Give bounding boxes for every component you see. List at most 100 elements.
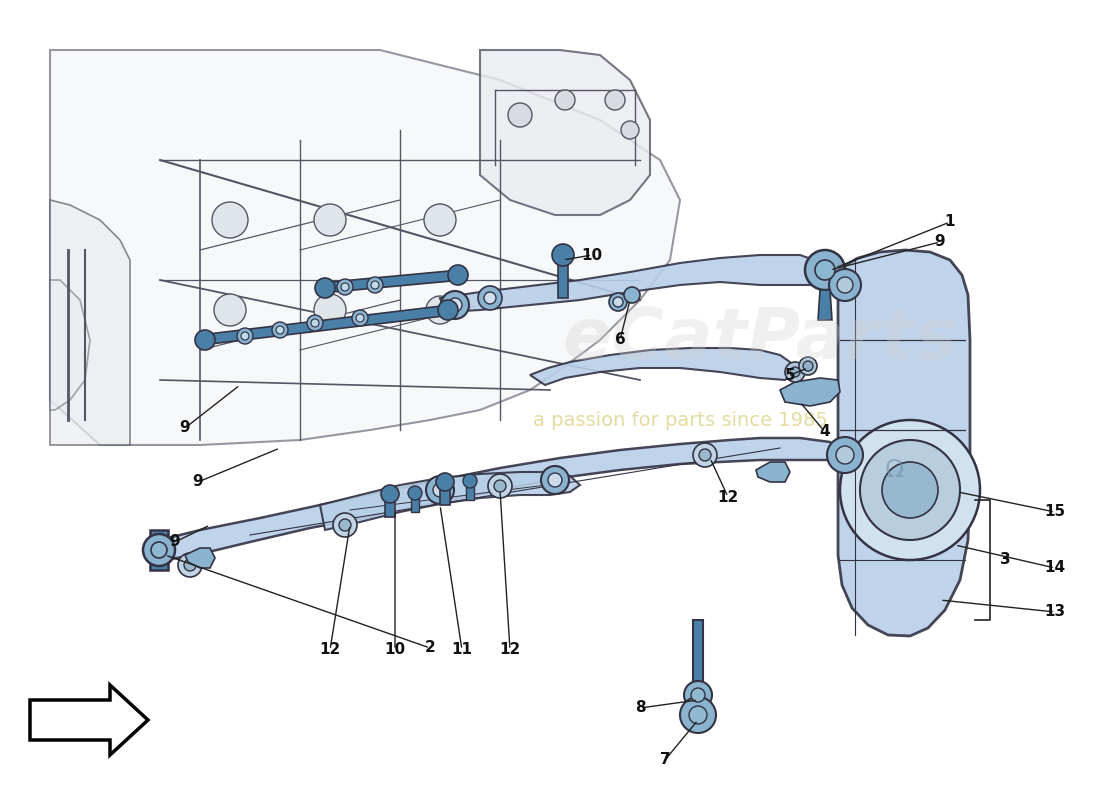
Circle shape [680,697,716,733]
Circle shape [433,483,447,497]
Circle shape [339,519,351,531]
Polygon shape [320,270,462,293]
Circle shape [381,485,399,503]
Circle shape [143,534,175,566]
Circle shape [151,542,167,558]
Text: 14: 14 [1044,561,1066,575]
Circle shape [408,486,422,500]
Circle shape [314,204,346,236]
Circle shape [693,443,717,467]
Circle shape [426,476,454,504]
Circle shape [438,300,458,320]
Circle shape [541,466,569,494]
Text: 15: 15 [1044,505,1066,519]
Circle shape [272,322,288,338]
Text: 2: 2 [425,641,436,655]
Circle shape [212,202,248,238]
Text: 10: 10 [582,247,603,262]
Text: eCatParts: eCatParts [562,306,958,374]
Circle shape [436,473,454,491]
Circle shape [311,319,319,327]
Circle shape [790,367,800,377]
Circle shape [827,437,864,473]
Circle shape [214,294,246,326]
Polygon shape [440,482,450,505]
Polygon shape [320,472,580,530]
Circle shape [371,281,380,289]
Text: 7: 7 [660,753,670,767]
Circle shape [613,297,623,307]
Text: 9: 9 [179,421,190,435]
Text: 12: 12 [499,642,520,658]
Text: 9: 9 [192,474,204,490]
Circle shape [356,314,364,322]
Text: 10: 10 [384,642,406,658]
Circle shape [882,462,938,518]
Circle shape [829,269,861,301]
Circle shape [448,298,462,312]
Text: 9: 9 [169,534,180,550]
Circle shape [698,449,711,461]
Circle shape [552,244,574,266]
Polygon shape [756,462,790,482]
Circle shape [837,277,852,293]
Polygon shape [30,685,148,755]
Circle shape [314,294,346,326]
Circle shape [799,357,817,375]
Polygon shape [150,530,168,570]
Text: 3: 3 [1000,553,1011,567]
Circle shape [488,474,512,498]
Circle shape [556,90,575,110]
Polygon shape [411,493,419,512]
Text: 8: 8 [635,701,646,715]
Polygon shape [693,620,703,695]
Polygon shape [50,50,680,445]
Circle shape [548,473,562,487]
Polygon shape [838,250,970,636]
Text: a passion for parts since 1985: a passion for parts since 1985 [532,410,827,430]
Polygon shape [466,481,474,500]
Circle shape [276,326,284,334]
Text: 5: 5 [784,367,795,382]
Circle shape [624,287,640,303]
Polygon shape [558,258,568,298]
Circle shape [689,706,707,724]
Circle shape [184,559,196,571]
Text: 12: 12 [319,642,341,658]
Polygon shape [160,438,840,560]
Circle shape [424,204,456,236]
Circle shape [236,328,253,344]
Circle shape [609,293,627,311]
Circle shape [241,332,249,340]
Text: 12: 12 [717,490,738,505]
Circle shape [484,292,496,304]
Circle shape [307,315,323,331]
Polygon shape [480,50,650,215]
Text: 6: 6 [615,333,626,347]
Polygon shape [200,305,452,345]
Circle shape [840,420,980,560]
Circle shape [441,291,469,319]
Circle shape [448,265,468,285]
Circle shape [426,296,454,324]
Circle shape [815,260,835,280]
Text: 13: 13 [1044,605,1066,619]
Circle shape [785,362,805,382]
Circle shape [463,474,477,488]
Text: 1: 1 [945,214,955,230]
Polygon shape [440,255,830,312]
Circle shape [860,440,960,540]
Circle shape [803,361,813,371]
Polygon shape [385,494,395,517]
Circle shape [478,286,502,310]
Circle shape [684,681,712,709]
Polygon shape [50,280,90,410]
Circle shape [691,688,705,702]
Circle shape [333,513,358,537]
Circle shape [508,103,532,127]
Circle shape [805,250,845,290]
Text: Ω: Ω [886,458,904,482]
Circle shape [352,310,368,326]
Polygon shape [50,200,130,445]
Polygon shape [818,290,832,320]
